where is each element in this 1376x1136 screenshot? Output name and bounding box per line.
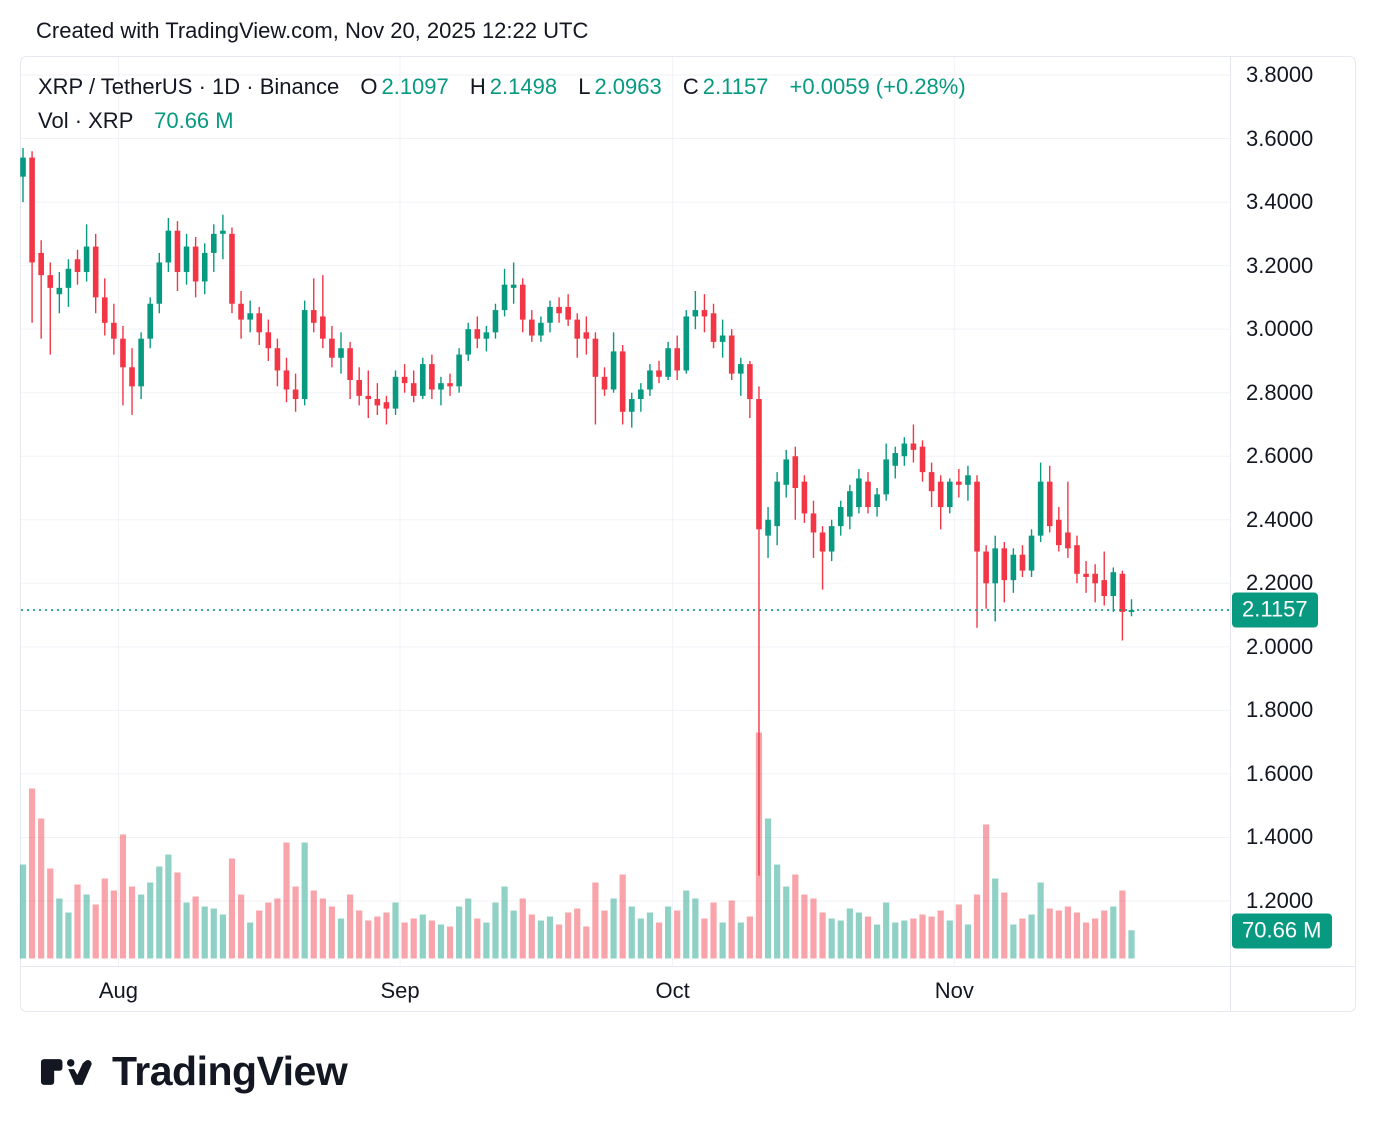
month-label: Oct: [655, 978, 690, 1003]
price-tick: 2.4000: [1246, 506, 1314, 532]
volume-value: 70.66 M: [154, 108, 234, 133]
price-tick: 3.0000: [1246, 316, 1314, 342]
price-tick: 3.6000: [1246, 125, 1314, 151]
month-label: Aug: [98, 978, 138, 1003]
price-tick: 2.6000: [1246, 443, 1314, 469]
month-label: Sep: [380, 978, 420, 1003]
price-tick: 2.8000: [1246, 379, 1314, 405]
price-tick: 1.4000: [1246, 824, 1314, 850]
price-tick: 3.2000: [1246, 252, 1314, 278]
last-price-label: 2.1157: [1232, 592, 1318, 628]
volume-axis-label: 70.66 M: [1232, 913, 1332, 949]
price-tick: 1.6000: [1246, 760, 1314, 786]
price-tick: 1.8000: [1246, 697, 1314, 723]
created-with-text: Created with TradingView.com, Nov 20, 20…: [36, 18, 589, 43]
ohlc-close: C 2.1157: [682, 74, 769, 99]
price-tick: 3.8000: [1246, 62, 1314, 87]
price-tick: 2.2000: [1246, 570, 1314, 596]
symbol-title: XRP / TetherUS · 1D · Binance: [38, 74, 340, 99]
ohlc-low: L 2.0963: [578, 74, 662, 99]
ohlc-high: H 2.1498: [469, 74, 558, 99]
ohlc-open: O 2.1097: [360, 74, 449, 99]
month-label: Nov: [934, 978, 974, 1003]
tradingview-logo-text: TradingView: [112, 1048, 348, 1094]
volume-series-label: Vol · XRP: [38, 108, 133, 133]
tradingview-logo[interactable]: TradingView: [36, 1048, 348, 1095]
price-tick: 3.4000: [1246, 189, 1314, 215]
price-tick: 1.2000: [1246, 888, 1314, 913]
legend-row-volume: Vol · XRP 70.66 M: [38, 108, 234, 134]
price-tick: 2.0000: [1246, 633, 1314, 659]
change-text: +0.0059 (+0.28%): [789, 74, 966, 99]
tradingview-logo-mark-icon: [40, 1058, 92, 1085]
